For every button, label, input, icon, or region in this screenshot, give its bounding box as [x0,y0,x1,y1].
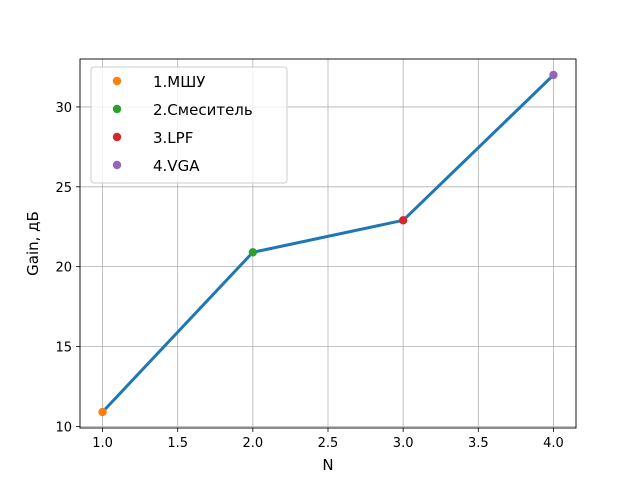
data-point [248,248,258,257]
y-tick-label: 20 [55,261,72,276]
y-tick-label: 10 [55,420,72,435]
x-axis-label: N [322,456,333,474]
legend-box [90,66,288,184]
legend-label: 2.Смеситель [153,101,253,119]
legend-marker [112,160,122,170]
x-tick-label: 4.0 [543,436,564,451]
legend-label: 3.LPF [153,129,193,147]
legend-marker [112,76,122,86]
x-tick-label: 2.0 [243,436,264,451]
y-axis-label: Gain, дБ [24,211,42,276]
series [98,70,558,417]
legend-label: 1.МШУ [153,73,205,91]
x-tick-label: 3.5 [468,436,489,451]
data-point [549,70,558,80]
y-tick-label: 25 [55,181,72,196]
gain-line [101,73,555,414]
data-point [98,407,107,417]
y-tick-label: 30 [55,101,72,116]
x-tick-label: 3.0 [393,436,414,451]
x-tick-label: 2.5 [318,436,339,451]
y-tick-label: 15 [55,341,72,356]
axis-ticks: 1.0 1.5 2.0 2.5 3.0 3.5 4.0 10 15 20 25 30 [55,101,563,451]
x-tick-label: 1.5 [167,436,188,451]
legend-label: 4.VGA [153,157,200,175]
data-point [398,216,408,225]
x-tick-label: 1.0 [92,436,113,451]
legend: 1.МШУ 2.Смеситель 3.LPF 4.VGA [90,66,288,184]
legend-marker [112,132,122,142]
legend-marker [112,104,122,114]
